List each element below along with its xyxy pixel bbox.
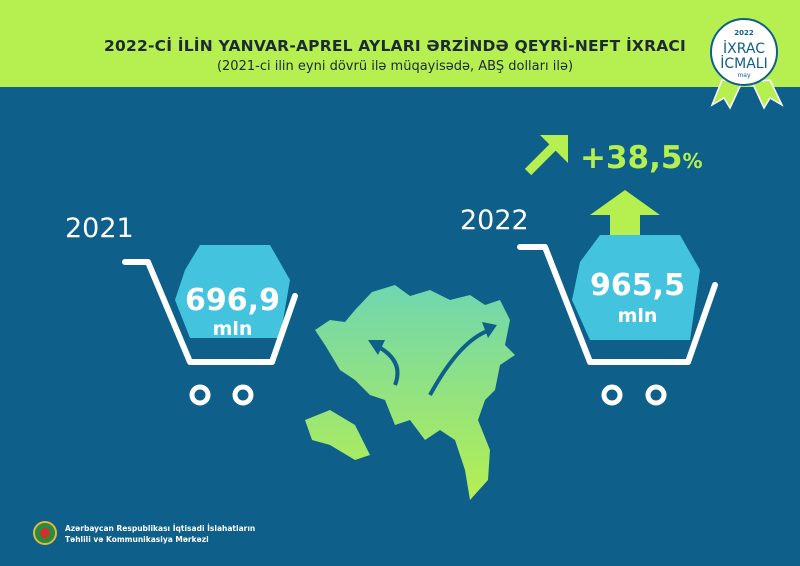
unit-2022: mln (617, 305, 658, 327)
arrow-right-head (482, 322, 497, 338)
cart-2022 (517, 190, 718, 406)
header-band (0, 0, 800, 87)
growth-arrow-icon (524, 135, 568, 176)
cart-2021 (122, 245, 298, 406)
badge-line2: İCMALI (720, 54, 768, 72)
badge-year: 2022 (734, 29, 754, 37)
badge-month: may (737, 72, 751, 79)
year-2021-label: 2021 (65, 213, 134, 244)
emblem-icon (33, 521, 57, 545)
growth-percentage: +38,5% (580, 140, 703, 176)
page-subtitle: (2021-ci ilin eyni dövrü ilə müqayisədə,… (216, 59, 574, 74)
footer-org-line1: Azərbaycan Respublikası İqtisadi İslahat… (65, 524, 256, 533)
arrow-right-curve (428, 328, 491, 396)
page-title: 2022-Cİ İLİN YANVAR-APREL AYLARI ƏRZİNDƏ… (104, 37, 686, 55)
footer-org-line2: Təhlili və Kommunikasiya Mərkəzi (65, 535, 209, 544)
unit-2021: mln (212, 318, 253, 340)
badge-line1: İXRAC (723, 39, 765, 57)
year-2022-label: 2022 (460, 205, 529, 236)
growth-unit: % (682, 149, 703, 173)
value-2022: 965,5 (590, 268, 685, 303)
growth-value: +38,5 (580, 140, 683, 176)
value-2021: 696,9 (185, 283, 280, 318)
arrow-left-head (368, 340, 385, 355)
badge-ribbons (710, 79, 784, 110)
azerbaijan-map (305, 285, 515, 500)
badge-seal (710, 18, 778, 86)
